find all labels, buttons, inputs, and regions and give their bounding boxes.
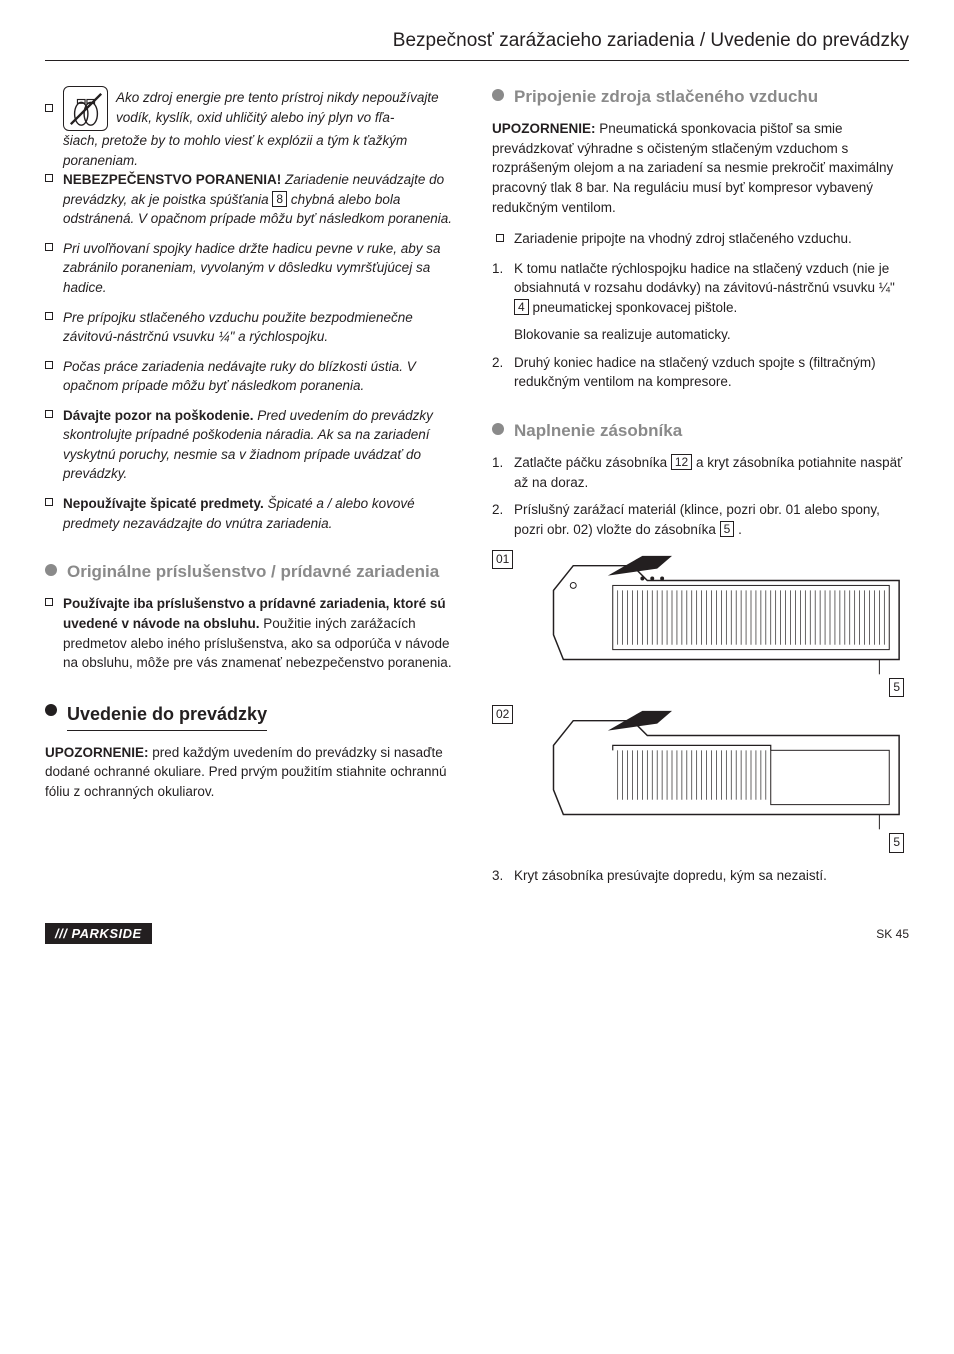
dot-icon [492,89,504,101]
section-accessories: Originálne príslušenstvo / prídavné zari… [45,561,462,582]
staple-magazine-diagram [514,705,909,845]
section-air-connection: Pripojenie zdroja stlačeného vzduchu [492,86,909,107]
note-bold: UPOZORNENIE: [45,745,149,760]
square-bullet-icon [45,312,53,320]
air-note: UPOZORNENIE: Pneumatická sponkovacia piš… [492,119,909,217]
startup-note: UPOZORNENIE: pred každým uvedením do pre… [45,743,462,802]
figure-02: 02 5 [514,705,909,851]
mag-step-3: 3. Kryt zásobníka presúvajte dopredu, ký… [492,866,909,886]
mag-step-1: 1. Zatlačte páčku zásobníka 12 a kryt zá… [492,453,909,492]
gas-cylinder-icon [63,86,108,131]
ref-number: 5 [720,521,735,537]
page-header: Bezpečnosť zarážacieho zariadenia / Uved… [45,30,909,61]
step-number: 2. [492,500,514,539]
note-bold: UPOZORNENIE: [492,121,596,136]
item-bold: Dávajte pozor na poškodenie. [63,408,254,423]
figure-label: 02 [492,705,513,724]
step-number: 1. [492,259,514,318]
section-startup: Uvedenie do prevádzky [45,701,462,731]
item-text: Zariadenie pripojte na vhodný zdroj stla… [514,229,909,249]
safety-item-sharp: Nepoužívajte špicaté predmety. Špicaté a… [45,494,462,533]
brand-logo: /// PARKSIDE [45,923,152,944]
section-title: Uvedenie do prevádzky [67,701,267,731]
callout-number: 5 [889,678,904,697]
ref-number: 8 [272,191,287,207]
hollow-square-icon [496,234,504,242]
section-title: Pripojenie zdroja stlačeného vzduchu [514,86,818,107]
air-bullet: Zariadenie pripojte na vhodný zdroj stla… [492,229,909,249]
dot-icon [45,704,57,716]
nail-magazine-diagram [514,550,909,690]
item-bold: Nepoužívajte špicaté predmety. [63,496,264,511]
section-title: Naplnenie zásobníka [514,420,682,441]
item-text: Počas práce zariadenia nedávajte ruky do… [63,357,462,396]
safety-item-hose: Pri uvoľňovaní spojky hadice držte hadic… [45,239,462,298]
right-column: Pripojenie zdroja stlačeného vzduchu UPO… [492,86,909,893]
step-1: 1. K tomu natlačte rýchlospojku hadice n… [492,259,909,318]
safety-item-injury: NEBEZPEČENSTVO PORANENIA! Zariadenie neu… [45,170,462,229]
accessories-item: Používajte iba príslušenstvo a prídavné … [45,594,462,672]
ref-number: 4 [514,299,529,315]
square-bullet-icon [45,174,53,182]
safety-item-connector: Pre prípojku stlačeného vzduchu použite … [45,308,462,347]
dot-icon [492,423,504,435]
step-text: Kryt zásobníka presúvajte dopredu, kým s… [514,866,909,886]
square-bullet-icon [45,410,53,418]
step-text: K tomu natlačte rýchlospojku hadice na s… [514,261,895,296]
ref-number: 12 [671,454,692,470]
item-text-cont: šiach, pretože by to mohlo viesť k expló… [63,131,462,170]
step-text: Príslušný zarážací materiál (klince, poz… [514,502,880,537]
step-1-cont: Blokovanie sa realizuje automaticky. [514,325,909,345]
section-magazine: Naplnenie zásobníka [492,420,909,441]
square-bullet-icon [45,243,53,251]
step-text: pneumatickej sponkovacej pištole. [529,300,738,315]
step-text: Druhý koniec hadice na stlačený vzduch s… [514,353,909,392]
item-text: Pri uvoľňovaní spojky hadice držte hadic… [63,239,462,298]
square-bullet-icon [45,361,53,369]
figure-01: 01 5 [514,550,909,696]
page-number: SK 45 [876,927,909,941]
step-number: 3. [492,866,514,886]
square-bullet-icon [45,498,53,506]
square-bullet-icon [45,104,53,112]
safety-item-gas: Ako zdroj energie pre tento prístroj nik… [45,86,462,170]
item-text: Ako zdroj energie pre tento prístroj nik… [116,86,462,127]
item-bold: NEBEZPEČENSTVO PORANENIA! [63,172,281,187]
square-bullet-icon [45,598,53,606]
item-text: Pre prípojku stlačeného vzduchu použite … [63,308,462,347]
step-number: 1. [492,453,514,492]
dot-icon [45,564,57,576]
step-text: Zatlačte páčku zásobníka [514,455,671,470]
step-text: . [734,522,742,537]
step-number: 2. [492,353,514,392]
mag-step-2: 2. Príslušný zarážací materiál (klince, … [492,500,909,539]
figure-label: 01 [492,550,513,569]
step-2: 2. Druhý koniec hadice na stlačený vzduc… [492,353,909,392]
section-title: Originálne príslušenstvo / prídavné zari… [67,561,439,582]
callout-number: 5 [889,833,904,852]
safety-item-damage: Dávajte pozor na poškodenie. Pred uveden… [45,406,462,484]
safety-item-hands: Počas práce zariadenia nedávajte ruky do… [45,357,462,396]
content-columns: Ako zdroj energie pre tento prístroj nik… [45,86,909,893]
page-footer: /// PARKSIDE SK 45 [45,923,909,944]
left-column: Ako zdroj energie pre tento prístroj nik… [45,86,462,893]
